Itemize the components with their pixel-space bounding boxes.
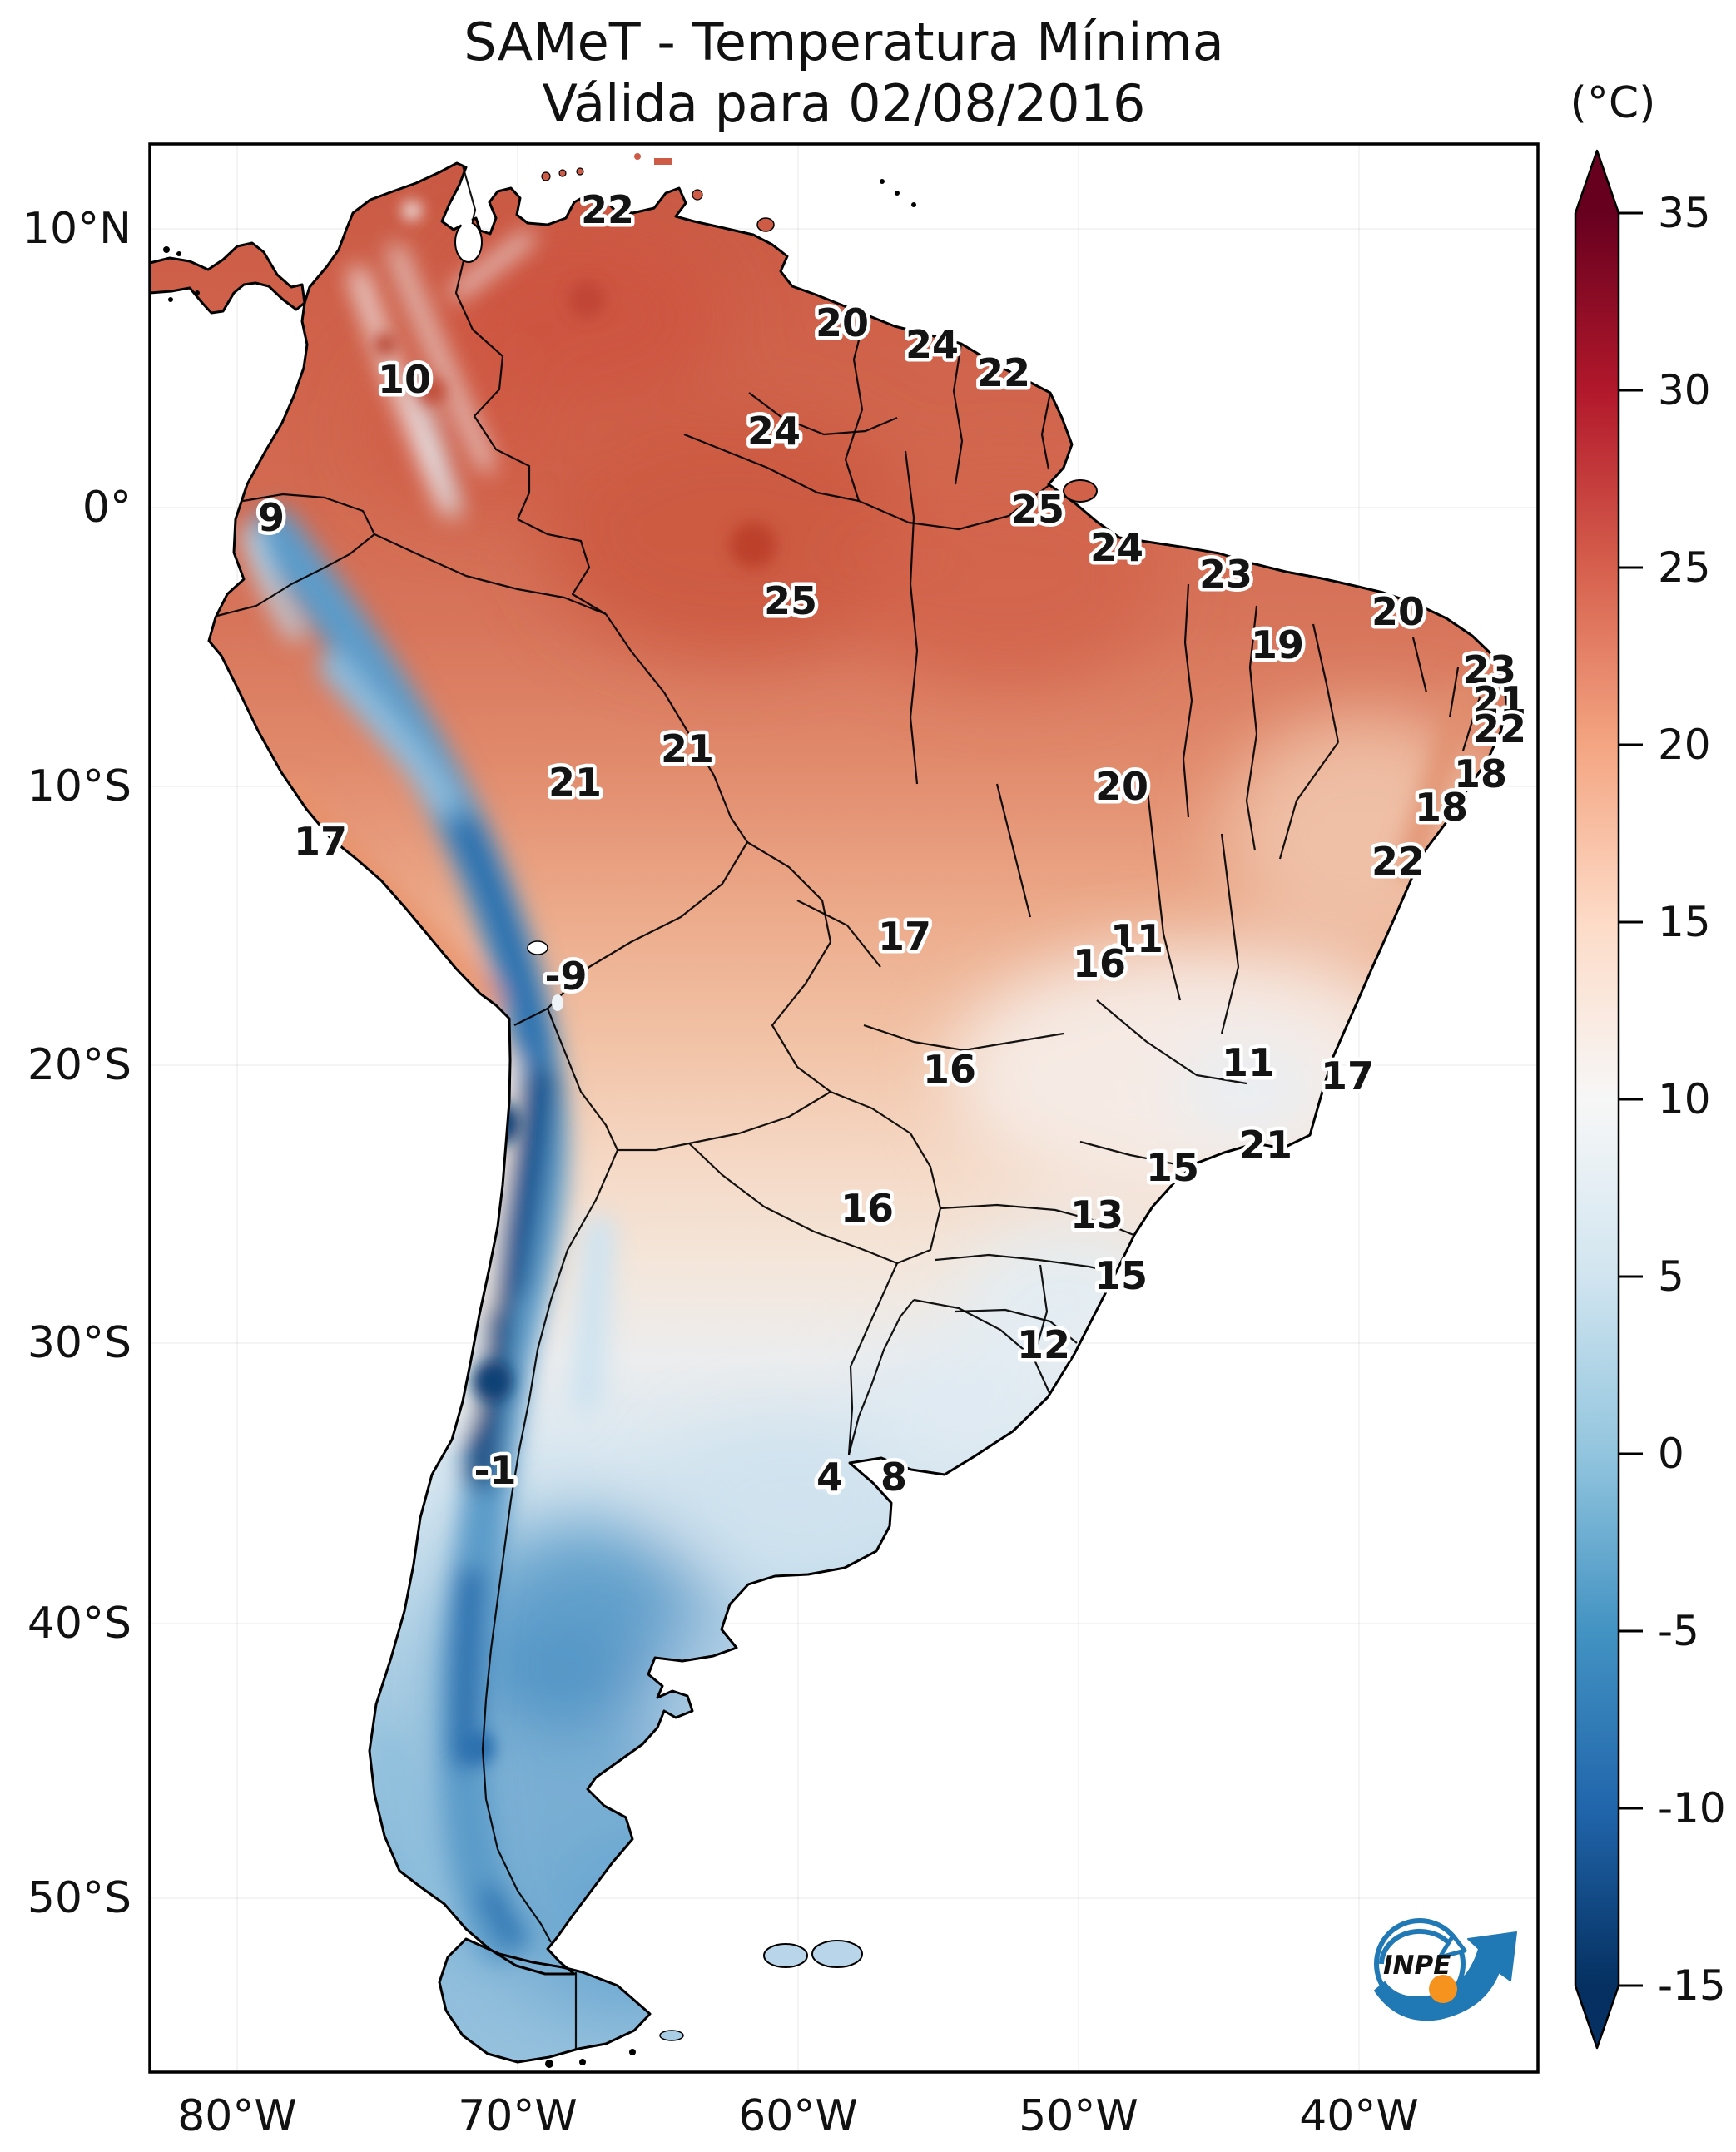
temperature-label: 18 (1415, 785, 1468, 830)
temperature-label: -1 (474, 1448, 516, 1493)
x-axis-tick-label: 70°W (458, 2091, 578, 2141)
temperature-label: 16 (841, 1186, 894, 1231)
temperature-label: 12 (1017, 1322, 1070, 1367)
temperature-label: 23 (1463, 647, 1516, 692)
temperature-label: 20 (816, 300, 869, 345)
temperature-label: 24 (747, 409, 801, 454)
temperature-label: 11 (1110, 916, 1163, 961)
temperature-label: 21 (1473, 678, 1526, 723)
colorbar: 35 30 25 20 15 10 5 0 -5 -10 -15 (1574, 149, 1726, 2050)
temperature-label: 20 (1371, 589, 1425, 634)
temperature-label: 21 (661, 726, 714, 771)
temperature-label: 15 (1146, 1145, 1199, 1190)
temperature-label: 18 (1454, 751, 1507, 796)
temperature-label: 22 (1371, 839, 1425, 884)
coastline (149, 161, 1509, 2064)
page-title-line1: SAMeT - Temperatura Mínima (464, 12, 1224, 72)
temperature-label: 21 (548, 760, 602, 805)
temperature-label: 17 (294, 819, 347, 864)
inpe-logo-text: INPE (1383, 1951, 1451, 1981)
temperature-label: 25 (764, 578, 817, 623)
colorbar-unit-label: (°C) (1570, 78, 1656, 128)
temperature-label: 16 (923, 1047, 976, 1092)
temperature-label: 22 (581, 187, 634, 232)
temperature-label: 9 (258, 495, 285, 540)
temperature-label: 24 (905, 322, 959, 367)
x-axis-tick-label: 40°W (1299, 2091, 1419, 2141)
colorbar-tick-label: -15 (1658, 1961, 1726, 2010)
y-axis-tick-label: 10°S (27, 761, 131, 811)
temperature-label: 24 (1090, 525, 1143, 570)
colorbar-tick-label: -5 (1658, 1607, 1699, 1655)
temperature-label: 15 (1094, 1253, 1148, 1298)
temperature-label: -9 (544, 954, 587, 999)
temperature-label: 22 (977, 350, 1030, 395)
colorbar-tick-label: 10 (1658, 1075, 1711, 1123)
colorbar-tick-label: 30 (1658, 366, 1711, 414)
temperature-label: 8 (880, 1455, 907, 1500)
y-axis-tick-label: 50°S (27, 1873, 131, 1923)
temperature-label: 19 (1251, 622, 1304, 667)
political-borders (216, 165, 1481, 2049)
temperature-label: 16 (1073, 941, 1126, 986)
colorbar-tick-label: 35 (1658, 189, 1711, 237)
temperature-label: 17 (878, 914, 931, 959)
colorbar-tick-label: 15 (1658, 898, 1711, 946)
temperature-label: 22 (1473, 707, 1526, 751)
temperature-label: 20 (1095, 764, 1148, 809)
temperature-label: 21 (1239, 1123, 1292, 1168)
colorbar-tick-label: 0 (1658, 1430, 1684, 1478)
colorbar-tick-label: -10 (1658, 1784, 1726, 1832)
colorbar-tick-label: 5 (1658, 1252, 1684, 1301)
y-axis-tick-label: 30°S (27, 1318, 131, 1368)
colorbar-bar (1574, 149, 1620, 2050)
inpe-logo: INPE (1374, 1918, 1517, 2021)
y-axis-tick-label: 40°S (27, 1599, 131, 1649)
temperature-label: 25 (1011, 487, 1064, 532)
y-axis-tick-label: 0° (82, 483, 131, 533)
temperature-label: 11 (1222, 1040, 1275, 1085)
temperature-label: 17 (1321, 1054, 1374, 1098)
page-title-line2: Válida para 02/08/2016 (542, 73, 1146, 134)
temperature-label: 13 (1070, 1193, 1123, 1237)
x-axis-tick-label: 60°W (738, 2091, 858, 2141)
colorbar-tick-label: 25 (1658, 543, 1711, 592)
colorbar-ticks: 35 30 25 20 15 10 5 0 -5 -10 -15 (1619, 189, 1726, 2010)
lakes-and-islands (163, 153, 1098, 2068)
latitude-axis-labels: 10°N 0° 10°S 20°S 30°S 40°S 50°S (22, 204, 131, 1923)
longitude-axis-labels: 80°W 70°W 60°W 50°W 40°W (177, 2091, 1419, 2141)
temperature-label: 23 (1199, 552, 1252, 597)
map-frame (148, 142, 1540, 2074)
temperature-label: 10 (378, 357, 431, 402)
x-axis-tick-label: 50°W (1019, 2091, 1138, 2141)
y-axis-tick-label: 20°S (27, 1040, 131, 1090)
y-axis-tick-label: 10°N (22, 204, 131, 254)
colorbar-tick-label: 20 (1658, 721, 1711, 769)
x-axis-tick-label: 80°W (177, 2091, 297, 2141)
temperature-label: 4 (816, 1455, 843, 1500)
